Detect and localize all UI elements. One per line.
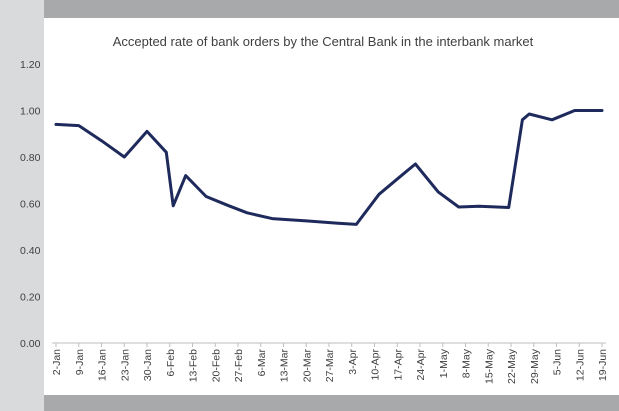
- frame-bottom-bar: [44, 395, 619, 411]
- y-tick-label: 0.00: [20, 338, 41, 350]
- x-tick-label: 12-Jun: [574, 349, 586, 381]
- x-tick-label: 13-Mar: [279, 349, 291, 383]
- x-tick-label: 22-May: [506, 348, 518, 384]
- x-tick-label: 9-Jan: [74, 349, 86, 375]
- y-tick-label: 0.40: [20, 245, 41, 257]
- x-tick-label: 29-May: [529, 348, 541, 384]
- y-tick-label: 0.80: [20, 152, 41, 164]
- x-tick-label: 27-Mar: [324, 349, 336, 383]
- x-tick-label: 20-Mar: [301, 349, 313, 383]
- frame-left-bar: [0, 0, 44, 411]
- y-tick-label: 0.60: [20, 199, 41, 211]
- x-tick-label: 16-Jan: [97, 349, 109, 381]
- x-tick-label: 30-Jan: [142, 349, 154, 381]
- x-tick-label: 27-Feb: [233, 349, 245, 382]
- y-tick-label: 1.20: [20, 59, 41, 71]
- x-tick-label: 15-May: [483, 348, 495, 384]
- x-tick-label: 6-Feb: [165, 349, 177, 377]
- y-tick-label: 1.00: [20, 106, 41, 118]
- x-tick-label: 3-Apr: [347, 349, 359, 375]
- y-tick-label: 0.20: [20, 292, 41, 304]
- x-tick-label: 17-Apr: [392, 348, 404, 380]
- x-tick-label: 24-Apr: [415, 348, 427, 380]
- x-tick-label: 20-Feb: [210, 349, 222, 382]
- x-tick-label: 13-Feb: [188, 349, 200, 382]
- x-tick-label: 6-Mar: [256, 348, 268, 376]
- series-line: [54, 109, 604, 226]
- x-tick-label: 8-May: [461, 348, 473, 378]
- x-tick-label: 2-Jan: [51, 349, 63, 375]
- x-tick-label: 10-Apr: [370, 348, 382, 380]
- x-tick-label: 1-May: [438, 348, 450, 378]
- x-tick-label: 19-Jun: [597, 349, 609, 381]
- x-tick-label: 5-Jun: [552, 349, 564, 375]
- x-axis-ticks: 2-Jan 9-Jan 16-Jan 23-Jan 30-Jan 6-Feb 13-Feb 2…: [51, 343, 609, 384]
- chart-title: Accepted rate of bank orders by the Cent…: [113, 34, 534, 49]
- y-axis-ticks: 0.00 0.20 0.40 0.60 0.80 1.00 1.20: [20, 59, 41, 350]
- x-tick-label: 23-Jan: [119, 349, 131, 381]
- frame-top-bar: [44, 0, 619, 18]
